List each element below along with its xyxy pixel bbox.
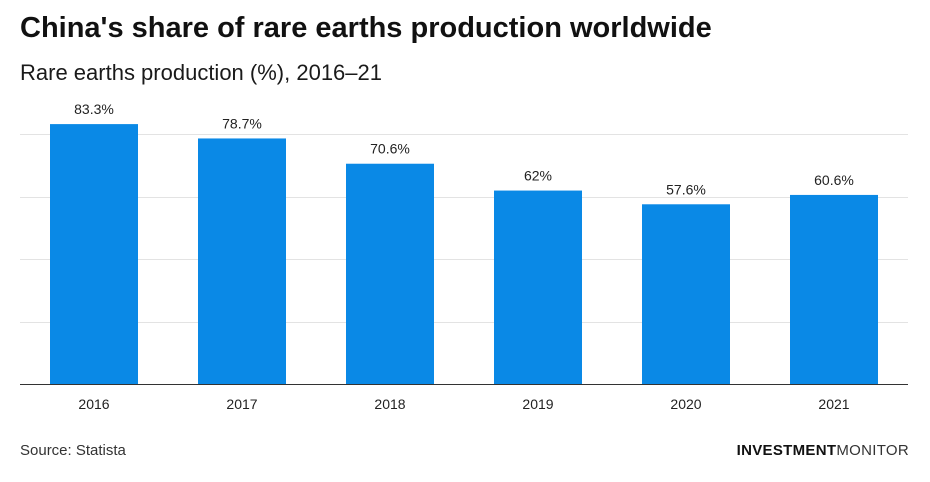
bar-2017	[198, 138, 286, 384]
source-note: Source: Statista	[20, 442, 126, 459]
bars	[50, 124, 878, 384]
bar-2018	[346, 163, 434, 384]
x-tick-2020: 2020	[670, 396, 701, 412]
x-tick-2016: 2016	[78, 396, 109, 412]
data-label-2020: 57.6%	[666, 181, 706, 197]
brand-logo-part2: MONITOR	[836, 442, 909, 459]
bar-2016	[50, 124, 138, 384]
chart-subtitle: Rare earths production (%), 2016–21	[20, 60, 382, 85]
data-labels: 83.3% 78.7% 70.6% 62% 57.6% 60.6%	[74, 101, 854, 197]
grid-lines	[20, 134, 908, 323]
bar-2020	[642, 204, 730, 384]
x-tick-2018: 2018	[374, 396, 405, 412]
chart-title: China's share of rare earths production …	[20, 12, 712, 44]
x-tick-2017: 2017	[226, 396, 257, 412]
data-label-2019: 62%	[524, 168, 552, 184]
data-label-2017: 78.7%	[222, 115, 262, 131]
data-label-2018: 70.6%	[370, 141, 410, 157]
data-label-2021: 60.6%	[814, 172, 854, 188]
x-tick-2021: 2021	[818, 396, 849, 412]
data-label-2016: 83.3%	[74, 101, 114, 117]
brand-logo: INVESTMENTMONITOR	[737, 442, 909, 459]
bar-2021	[790, 194, 878, 384]
bar-2019	[494, 190, 582, 384]
x-axis-ticks: 2016 2017 2018 2019 2020 2021	[78, 396, 849, 412]
x-tick-2019: 2019	[522, 396, 553, 412]
brand-logo-part1: INVESTMENT	[736, 442, 837, 459]
